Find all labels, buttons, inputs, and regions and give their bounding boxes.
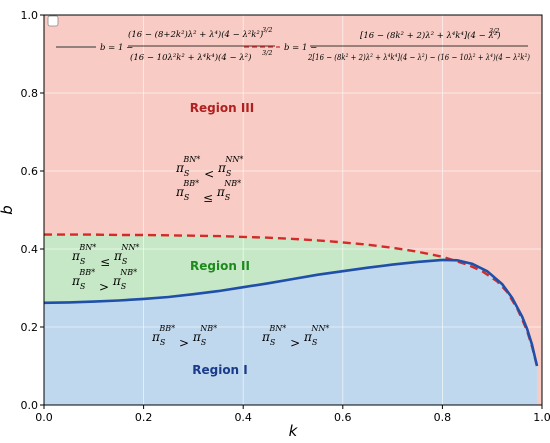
legend-checkbox-icon [47,15,59,27]
inequality-annotation: πSBN* > πSNN* [261,324,329,350]
x-tick-label: 1.0 [533,411,550,424]
inequality-annotation: πSBB* > πSNB* [71,268,137,294]
x-axis-label: k [289,422,299,440]
y-tick-label: 0.0 [21,399,39,412]
legend-dashed-lhs: b = 1 − [284,43,317,53]
legend-solid-den-exponent: 3/2 [262,49,272,57]
legend-solid-lhs: b = 1 − [100,43,133,53]
region-i-area [44,259,538,405]
region-ii-area [44,234,537,366]
region-fills [44,15,542,405]
y-tick-label: 0.8 [21,87,39,100]
x-tick-label: 0.8 [434,411,452,424]
axis-ticks: 0.0 0.2 0.4 0.6 0.8 1.0 0.0 0.2 0.4 0.6 0.8 1.0 [21,9,550,424]
y-tick-label: 0.6 [21,165,39,178]
y-tick-label: 0.4 [21,243,39,256]
solid-threshold-line [44,258,539,367]
profit-inequalities: πSBN* < πSNN*πSBB* ≤ πSNB*πSBN* ≤ πSNN*π… [71,155,329,350]
x-tick-label: 0.2 [135,411,153,424]
inequality-annotation: πSBB* > πSNB* [151,324,217,350]
legend-dashed-num-exponent: 3/2 [489,27,499,35]
y-axis-label: b [0,205,16,215]
legend-dashed-denominator: 2[16 − (8k² + 2)λ² + λ⁴k⁴](4 − λ²) − (16… [307,52,530,63]
inequality-annotation: πSBB* ≤ πSNB* [175,179,241,205]
x-tick-label: 0.0 [35,411,53,424]
x-tick-label: 0.4 [234,411,252,424]
series-lines [44,233,539,367]
legend-solid-numerator: (16 − (8+2k²)λ² + λ⁴)(4 − λ²k²) [128,29,263,40]
legend-solid-num-exponent: 3/2 [262,26,272,34]
region-iii-label: Region III [190,101,254,115]
region-ii-label: Region II [190,259,250,273]
legend-solid-denominator: (16 − 10λ²k² + λ⁴k⁴)(4 − λ²) [130,52,251,63]
y-tick-label: 1.0 [21,9,39,22]
inequality-annotation: πSBN* ≤ πSNN* [71,243,139,269]
x-tick-label: 0.6 [334,411,352,424]
legend: b = 1 − (16 − (8+2k²)λ² + λ⁴)(4 − λ²k²) … [47,15,530,63]
y-tick-label: 0.2 [21,321,39,334]
legend-dashed-numerator: [16 − (8k² + 2)λ² + λ⁴k⁴](4 − λ²) [360,30,501,41]
inequality-annotation: πSBN* < πSNN* [175,155,243,181]
region-i-label: Region I [192,363,248,377]
plot-frame [43,14,543,406]
